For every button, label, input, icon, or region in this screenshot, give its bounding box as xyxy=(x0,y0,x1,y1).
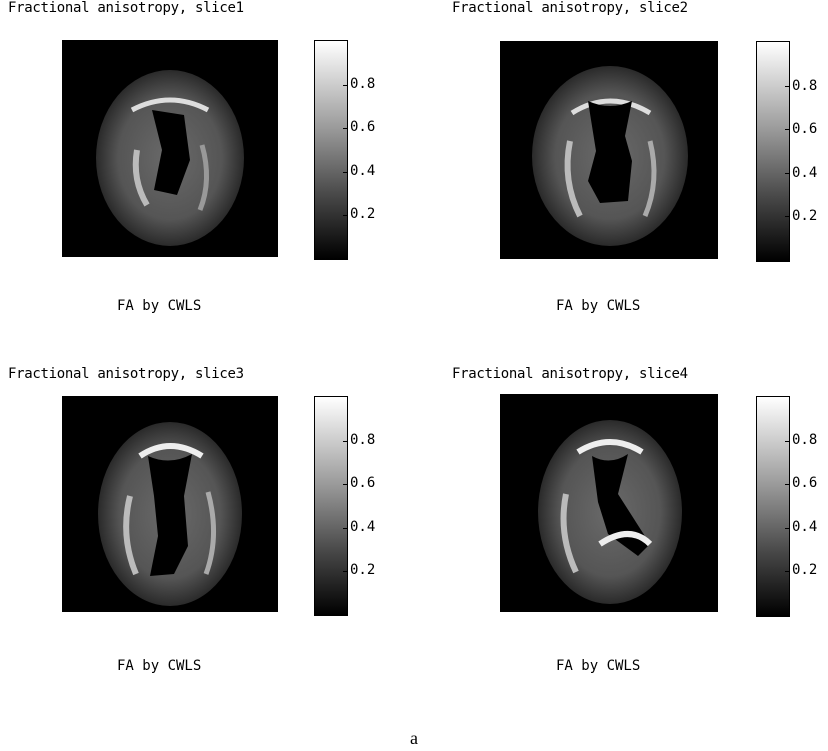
panel-slice4: Fractional anisotropy, slice4 0.8 0.6 0.… xyxy=(444,366,828,706)
panel-slice1: Fractional anisotropy, slice1 0.8 0.6 0.… xyxy=(0,0,410,340)
panel-slice2: Fractional anisotropy, slice2 0.8 0.6 0.… xyxy=(444,0,828,340)
colorbar-tick-label: 0.2 xyxy=(350,206,376,222)
fa-map-image xyxy=(62,40,278,257)
colorbar-tick-label: 0.6 xyxy=(350,119,376,135)
colorbar-tick-label: 0.8 xyxy=(350,432,376,448)
colorbar xyxy=(756,396,790,617)
colorbar-tick-label: 0.8 xyxy=(792,432,818,448)
panel-xlabel: FA by CWLS xyxy=(117,298,202,314)
colorbar-tick-label: 0.6 xyxy=(792,475,818,491)
colorbar-tick-label: 0.6 xyxy=(792,121,818,137)
panel-title: Fractional anisotropy, slice4 xyxy=(452,366,688,382)
colorbar xyxy=(314,396,348,616)
colorbar xyxy=(756,41,790,262)
figure-caption: a xyxy=(410,728,418,748)
colorbar-tick-label: 0.6 xyxy=(350,475,376,491)
fa-map-image xyxy=(500,41,718,259)
colorbar-tick-label: 0.4 xyxy=(350,163,376,179)
colorbar xyxy=(314,40,348,260)
colorbar-tick-label: 0.4 xyxy=(350,519,376,535)
panel-title: Fractional anisotropy, slice3 xyxy=(8,366,244,382)
fa-map-image xyxy=(62,396,278,612)
colorbar-tick-label: 0.2 xyxy=(350,562,376,578)
panel-slice3: Fractional anisotropy, slice3 0.8 0.6 0.… xyxy=(0,366,410,706)
panel-xlabel: FA by CWLS xyxy=(556,658,641,674)
panel-xlabel: FA by CWLS xyxy=(117,658,202,674)
panel-xlabel: FA by CWLS xyxy=(556,298,641,314)
colorbar-tick-label: 0.4 xyxy=(792,165,818,181)
colorbar-tick-label: 0.2 xyxy=(792,562,818,578)
colorbar-tick-label: 0.8 xyxy=(792,78,818,94)
colorbar-tick-label: 0.8 xyxy=(350,76,376,92)
colorbar-tick-label: 0.4 xyxy=(792,519,818,535)
panel-title: Fractional anisotropy, slice1 xyxy=(8,0,244,16)
fa-map-image xyxy=(500,394,718,612)
panel-title: Fractional anisotropy, slice2 xyxy=(452,0,688,16)
colorbar-tick-label: 0.2 xyxy=(792,208,818,224)
